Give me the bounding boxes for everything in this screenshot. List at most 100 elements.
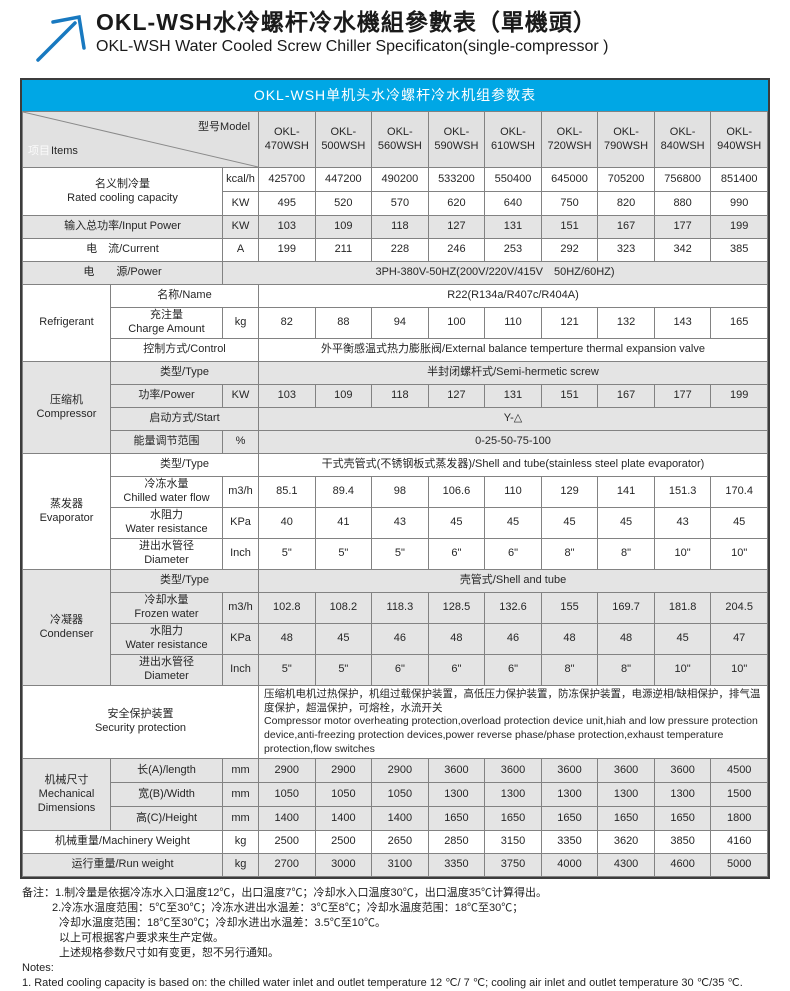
spec-value: 6" [371,654,429,686]
spec-value: 47 [710,623,768,655]
spec-value-evaporator-type: 干式壳管式(不锈钢板式蒸发器)/Shell and tube(stainless… [258,453,768,477]
spec-value-security-protection: 压缩机电机过热保护，机组过载保护装置，高低压力保护装置，防冻保护装置，电源逆相/… [258,684,768,760]
spec-value: 132.6 [484,592,542,624]
spec-value: 88 [314,307,373,339]
spec-value: 131 [484,384,542,408]
spec-value: 1400 [258,806,316,832]
spec-table: 项目Items 型号Model OKL- 470WSH OKL- 500WSH OK… [21,111,768,878]
spec-unit: KW [221,215,260,239]
row-label-width: 宽(B)/Width [110,782,223,808]
spec-value: 169.7 [597,592,655,624]
spec-value: 342 [653,238,712,262]
spec-value: 121 [540,307,599,339]
table-row: 电 源/Power 3PH-380V-50HZ(200V/220V/415V 50… [22,261,768,285]
spec-value: 253 [484,238,542,262]
spec-value: 3620 [597,830,655,855]
row-label-chilled-water-flow: 冷冻水量 Chilled water flow [110,476,223,508]
spec-unit: mm [221,782,260,808]
spec-value: 4300 [597,853,655,878]
spec-value: 98 [371,476,429,508]
spec-value: 10" [653,654,712,686]
row-label-power-source: 电 源/Power [22,261,223,285]
spec-value: 323 [597,238,655,262]
section-label-compressor: 压缩机 Compressor [22,361,111,454]
spec-value: 4160 [710,830,768,855]
spec-value: 6" [484,538,542,570]
spec-value-capacity-range: 0-25-50-75-100 [258,430,768,454]
section-label-condenser: 冷凝器 Condenser [22,569,111,686]
spec-value: 756800 [653,167,712,192]
note-line: 1. Rated cooling capacity is based on: t… [22,977,743,990]
spec-value: 1650 [540,806,599,832]
table-row: 水阻力 Water resistance KPa 40 41 43 45 45 45 45 43 4… [23,507,768,539]
spec-value: 1300 [540,782,599,808]
spec-value: 425700 [258,167,316,192]
spec-value: 8" [597,538,655,570]
spec-value: 2900 [258,758,316,784]
spec-value: 2500 [258,830,316,855]
spec-value-condenser-type: 壳管式/Shell and tube [258,569,768,593]
row-label-refrigerant-name: 名称/Name [109,284,260,308]
spec-value: 3600 [484,758,542,784]
spec-unit: KW [221,191,260,216]
spec-value: 1650 [597,806,655,832]
spec-value: 165 [710,307,768,339]
spec-value: 3750 [484,853,542,878]
row-label-height: 高(C)/Height [110,806,223,832]
spec-value: 4500 [710,758,768,784]
spec-value: 2900 [314,758,373,784]
spec-value: 228 [371,238,429,262]
spec-value: 45 [540,507,599,539]
spec-value: 495 [258,191,316,216]
table-row: 机械重量/Machinery Weight kg 2500 2500 2650 2850 3… [22,830,768,855]
spec-value: 3350 [427,853,486,878]
spec-value: 5" [258,538,316,570]
section-label-evaporator: 蒸发器 Evaporator [22,453,111,570]
spec-value: 447200 [314,167,373,192]
model-header: OKL- 500WSH [314,111,373,168]
spec-value: 167 [597,215,655,239]
spec-table-wrapper: OKL-WSH单机头水冷螺杆冷水机组参数表 项目Items 型号Model OK… [20,78,770,880]
spec-value: 1300 [597,782,655,808]
table-row: 冷却水量 Frozen water m3/h 102.8 108.2 118.3 128.… [23,592,768,624]
spec-value: 1300 [484,782,542,808]
table-row: 电 流/Current A 199 211 228 246 253 292 323 342 385 [22,238,768,262]
spec-value: 211 [314,238,373,262]
spec-value: 5000 [710,853,768,878]
spec-value: 3850 [653,830,712,855]
note-line: 冷却水温度范围：18℃至30℃；冷却水进出水温差：3.5℃至10℃。 [59,917,386,930]
spec-value: 204.5 [710,592,768,624]
row-label-charge-amount: 充注量 Charge Amount [110,307,223,339]
spec-value: 1800 [710,806,768,832]
spec-value: 103 [258,384,316,408]
row-label-current: 电 流/Current [22,238,223,262]
spec-value: 132 [597,307,655,339]
model-header: OKL- 940WSH [710,111,768,168]
spec-unit: A [221,238,260,262]
spec-value: 1650 [484,806,542,832]
spec-value: 118 [371,215,429,239]
row-label-evap-water-resistance: 水阻力 Water resistance [110,507,223,539]
spec-value: 43 [653,507,712,539]
spec-value: 5" [314,654,373,686]
model-header: OKL- 470WSH [258,111,316,168]
spec-value: 46 [371,623,429,655]
table-banner-title: OKL-WSH单机头水冷螺杆冷水机组参数表 [22,80,768,111]
table-row: 机械尺寸 Mechanical Dimensions 长(A)/length mm 2… [22,758,768,832]
spec-value: 46 [484,623,542,655]
spec-value: 143 [653,307,712,339]
spec-value: 1300 [427,782,486,808]
spec-value: 45 [484,507,542,539]
spec-value-refrigerant-name: R22(R134a/R407c/R404A) [258,284,768,308]
notes-section: 备注：1.制冷量是依据冷冻水入口温度12℃，出口温度7℃；冷却水入口温度30℃，… [22,886,770,991]
row-label-machinery-weight: 机械重量/Machinery Weight [22,830,223,855]
spec-value: 155 [540,592,599,624]
spec-value: 3000 [314,853,373,878]
page-title-en: OKL-WSH Water Cooled Screw Chiller Speci… [96,37,609,55]
spec-value: 3350 [540,830,599,855]
spec-value: 45 [653,623,712,655]
spec-value: 851400 [710,167,768,192]
table-row: 安全保护装置 Security protection 压缩机电机过热保护，机组过载… [21,684,768,760]
spec-value: 8" [597,654,655,686]
row-label-run-weight: 运行重量/Run weight [22,853,223,878]
